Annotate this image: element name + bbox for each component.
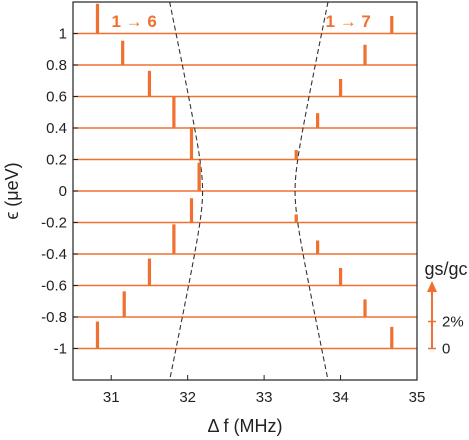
x-tick-label: 33 — [256, 389, 273, 406]
x-tick-label: 34 — [332, 389, 349, 406]
bar-1-to-6 — [197, 162, 201, 191]
y-tick-label: 1 — [59, 26, 67, 43]
y-tick-label: 0.6 — [46, 89, 67, 106]
x-ticks: 31 32 33 34 35 — [103, 375, 425, 406]
x-tick-label: 32 — [179, 389, 196, 406]
bar-1-to-7 — [316, 113, 320, 128]
horizontal-lines — [73, 32, 417, 350]
y-tick-label: 0 — [59, 183, 67, 200]
bar-1-to-6 — [189, 127, 194, 160]
scale-label-2pct: 2% — [442, 314, 464, 331]
y-tick-label: -0.6 — [41, 278, 67, 295]
bar-1-to-7 — [338, 78, 343, 97]
y-axis-title: ϵ (μeV) — [2, 162, 22, 219]
bar-1-to-6 — [189, 198, 194, 223]
annotation-1-to-7: 1 → 7 — [326, 12, 371, 31]
dashed-curves — [169, 1, 329, 381]
bar-1-to-6 — [121, 40, 125, 65]
bars — [95, 3, 394, 349]
scale-arrow-head — [427, 281, 437, 292]
bar-1-to-6 — [122, 291, 126, 317]
scale-label-0: 0 — [442, 341, 450, 358]
bar-1-to-7 — [294, 150, 298, 160]
dashed-curve-left — [169, 1, 204, 381]
y-tick-label: 0.4 — [46, 120, 67, 137]
x-tick-label: 31 — [103, 389, 120, 406]
ratio-label: gs/gc — [424, 259, 467, 279]
bar-1-to-6 — [147, 258, 152, 286]
dashed-curve-right — [294, 1, 329, 381]
y-tick-label: -0.2 — [41, 215, 67, 232]
x-axis-title: Δ f (MHz) — [207, 416, 282, 436]
x-tick-label: 35 — [409, 389, 426, 406]
bar-1-to-7 — [390, 15, 394, 34]
bar-1-to-6 — [95, 321, 100, 349]
y-tick-label: 0.8 — [46, 57, 67, 74]
y-tick-label: -1 — [54, 341, 67, 358]
bar-1-to-6 — [172, 224, 176, 254]
ratio-scale-legend: gs/gc 2% 0 — [424, 259, 467, 358]
y-ticks: 1 0.8 0.6 0.4 0.2 0 -0.2 -0.4 -0.6 -0.8 -1 — [41, 26, 78, 358]
y-tick-label: -0.4 — [41, 246, 67, 263]
y-tick-label: 0.2 — [46, 152, 67, 169]
bar-1-to-7 — [294, 214, 298, 223]
y-tick-label: -0.8 — [41, 309, 67, 326]
bar-1-to-7 — [316, 240, 320, 254]
bar-1-to-7 — [338, 267, 343, 286]
bar-1-to-7 — [390, 326, 394, 349]
bar-1-to-7 — [363, 299, 367, 317]
bar-1-to-6 — [172, 96, 176, 128]
bar-1-to-6 — [147, 70, 152, 97]
bar-1-to-6 — [95, 3, 100, 34]
annotation-1-to-6: 1 → 6 — [111, 12, 156, 31]
bar-1-to-7 — [363, 44, 367, 65]
